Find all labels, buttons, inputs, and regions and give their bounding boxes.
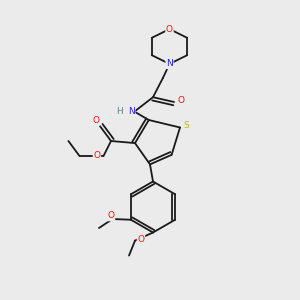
Text: O: O [166, 25, 173, 34]
Text: O: O [177, 96, 184, 105]
Text: H: H [116, 106, 123, 116]
Text: O: O [107, 212, 115, 220]
Text: N: N [128, 106, 135, 116]
Text: O: O [93, 151, 100, 160]
Text: O: O [137, 235, 145, 244]
Text: O: O [93, 116, 100, 125]
Text: N: N [166, 59, 173, 68]
Text: S: S [184, 121, 190, 130]
